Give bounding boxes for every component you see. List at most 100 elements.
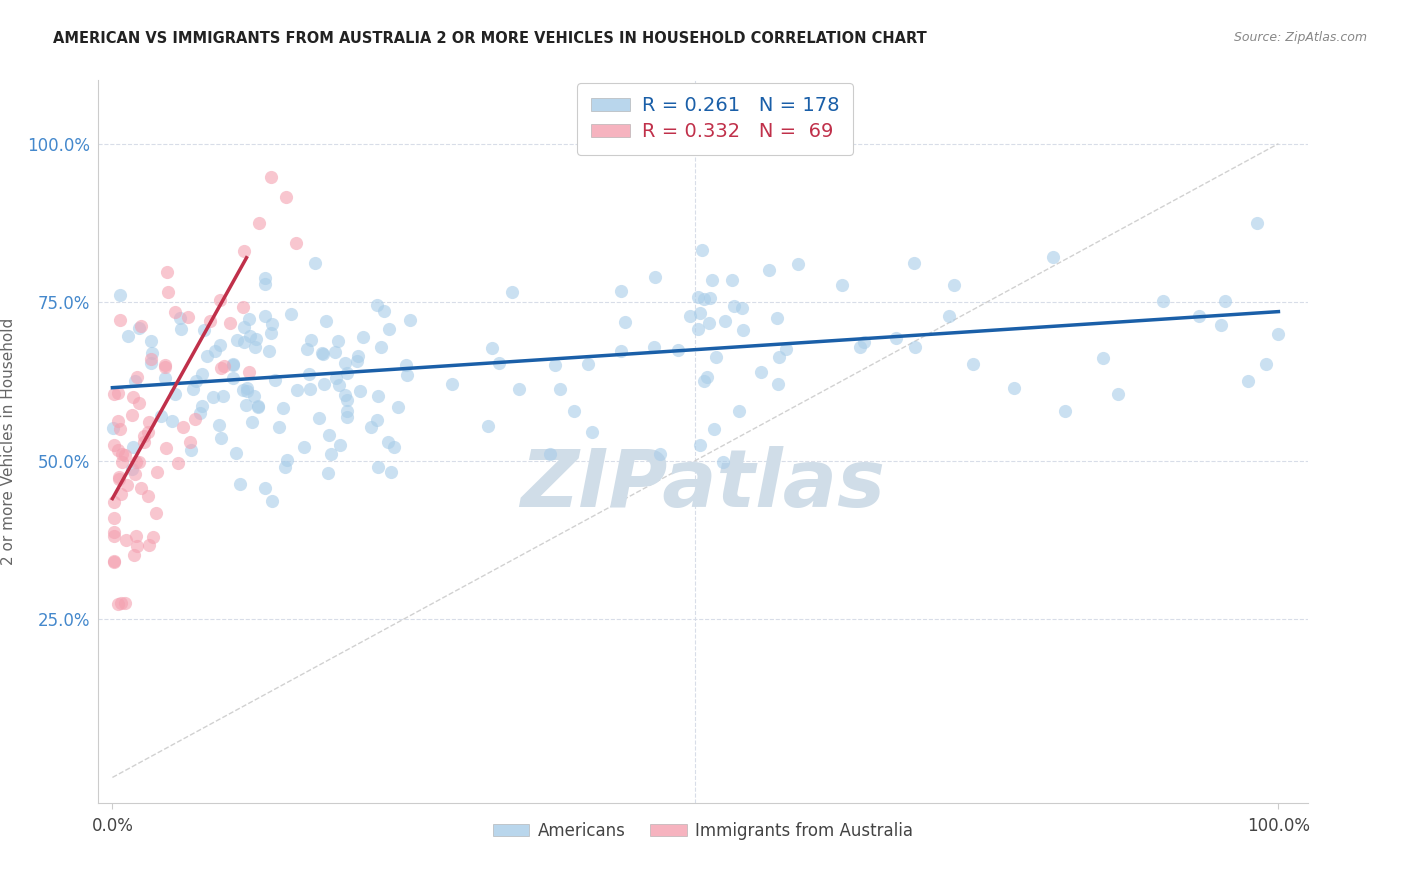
Text: Source: ZipAtlas.com: Source: ZipAtlas.com xyxy=(1233,31,1367,45)
Point xyxy=(274,189,297,203)
Point xyxy=(727,404,749,418)
Point xyxy=(544,358,567,372)
Point xyxy=(125,529,148,543)
Point xyxy=(125,539,148,553)
Point xyxy=(128,455,150,469)
Point xyxy=(336,367,359,381)
Point xyxy=(186,375,208,389)
Point xyxy=(679,309,702,323)
Point xyxy=(723,299,745,313)
Point xyxy=(336,393,359,408)
Point xyxy=(125,455,148,469)
Point xyxy=(312,347,335,361)
Point xyxy=(581,425,603,439)
Point xyxy=(301,334,323,348)
Point xyxy=(1042,250,1064,264)
Point xyxy=(1267,327,1289,342)
Point xyxy=(366,413,388,427)
Point xyxy=(233,244,256,258)
Point xyxy=(689,437,711,451)
Point xyxy=(360,420,382,434)
Point xyxy=(166,456,188,470)
Point xyxy=(269,420,291,434)
Point xyxy=(373,304,395,318)
Point xyxy=(749,366,772,380)
Point xyxy=(562,404,585,418)
Point xyxy=(245,332,267,346)
Point xyxy=(938,310,960,324)
Point xyxy=(181,383,204,397)
Point xyxy=(160,414,183,428)
Point xyxy=(396,368,419,383)
Point xyxy=(121,408,143,422)
Point xyxy=(222,358,245,372)
Point xyxy=(610,285,633,299)
Point xyxy=(114,596,136,610)
Point xyxy=(690,244,713,258)
Point xyxy=(259,343,281,358)
Point xyxy=(110,313,132,327)
Point xyxy=(163,387,186,401)
Point xyxy=(367,460,389,475)
Point xyxy=(260,170,283,185)
Point xyxy=(274,460,297,475)
Point xyxy=(107,414,129,428)
Point xyxy=(247,400,270,414)
Point xyxy=(333,388,356,402)
Point xyxy=(103,529,125,543)
Point xyxy=(699,316,721,330)
Point xyxy=(696,370,718,384)
Point xyxy=(1209,318,1232,332)
Point xyxy=(122,391,145,405)
Point xyxy=(488,356,510,370)
Point xyxy=(285,383,308,397)
Point xyxy=(180,442,202,457)
Point xyxy=(377,435,399,450)
Point xyxy=(107,442,129,457)
Point xyxy=(253,277,276,291)
Point xyxy=(849,340,872,354)
Point xyxy=(297,343,319,357)
Point xyxy=(648,447,671,461)
Text: AMERICAN VS IMMIGRANTS FROM AUSTRALIA 2 OR MORE VEHICLES IN HOUSEHOLD CORRELATIO: AMERICAN VS IMMIGRANTS FROM AUSTRALIA 2 … xyxy=(53,31,927,46)
Point xyxy=(370,339,392,353)
Point xyxy=(157,285,180,299)
Point xyxy=(195,349,218,363)
Point xyxy=(253,270,276,285)
Point xyxy=(758,262,780,277)
Point xyxy=(903,256,925,270)
Point xyxy=(163,304,186,318)
Point xyxy=(299,383,322,397)
Point xyxy=(312,376,335,391)
Point xyxy=(714,314,737,328)
Point xyxy=(380,466,402,480)
Point xyxy=(179,434,201,449)
Point xyxy=(204,343,226,358)
Point xyxy=(886,331,908,345)
Point xyxy=(346,354,368,368)
Point xyxy=(177,310,200,324)
Point xyxy=(229,477,252,491)
Point xyxy=(198,314,221,328)
Point xyxy=(1236,374,1258,388)
Point xyxy=(1054,404,1077,418)
Point xyxy=(107,469,129,483)
Point xyxy=(308,410,330,425)
Point xyxy=(108,472,131,486)
Point xyxy=(441,377,464,392)
Point xyxy=(346,349,368,363)
Point xyxy=(172,419,194,434)
Point xyxy=(209,431,232,445)
Point xyxy=(191,367,214,381)
Point xyxy=(232,383,254,397)
Point xyxy=(127,370,149,384)
Point xyxy=(693,374,716,388)
Point xyxy=(153,360,176,375)
Point xyxy=(643,340,665,354)
Point xyxy=(136,489,159,503)
Point xyxy=(399,312,422,326)
Point xyxy=(184,412,207,426)
Point xyxy=(208,417,231,432)
Point xyxy=(264,373,287,387)
Point xyxy=(731,301,754,315)
